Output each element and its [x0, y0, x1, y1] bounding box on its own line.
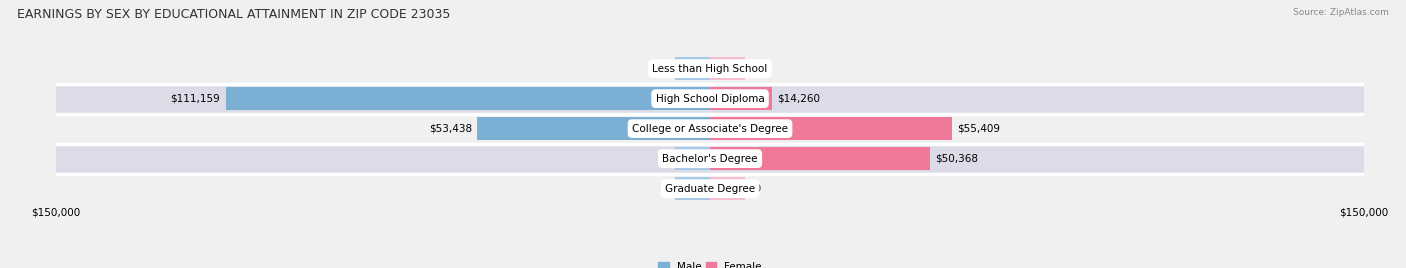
Text: $0: $0 — [659, 64, 672, 74]
Text: $0: $0 — [748, 64, 761, 74]
Text: Less than High School: Less than High School — [652, 64, 768, 74]
Bar — [675, 147, 710, 170]
Bar — [675, 57, 710, 80]
Text: $53,438: $53,438 — [429, 124, 472, 134]
Bar — [56, 84, 1364, 114]
Text: EARNINGS BY SEX BY EDUCATIONAL ATTAINMENT IN ZIP CODE 23035: EARNINGS BY SEX BY EDUCATIONAL ATTAINMEN… — [17, 8, 450, 21]
Text: $55,409: $55,409 — [956, 124, 1000, 134]
Text: High School Diploma: High School Diploma — [655, 94, 765, 104]
Text: $50,368: $50,368 — [935, 154, 977, 164]
Bar — [56, 114, 1364, 144]
Text: $111,159: $111,159 — [170, 94, 221, 104]
Text: Bachelor's Degree: Bachelor's Degree — [662, 154, 758, 164]
Bar — [56, 54, 1364, 84]
Text: $0: $0 — [748, 184, 761, 194]
Bar — [56, 174, 1364, 204]
Bar — [710, 87, 772, 110]
Bar — [477, 117, 710, 140]
Bar — [710, 117, 952, 140]
Legend: Male, Female: Male, Female — [654, 258, 766, 268]
Text: Graduate Degree: Graduate Degree — [665, 184, 755, 194]
Text: $0: $0 — [659, 154, 672, 164]
Bar — [225, 87, 710, 110]
Text: College or Associate's Degree: College or Associate's Degree — [633, 124, 787, 134]
Text: Source: ZipAtlas.com: Source: ZipAtlas.com — [1294, 8, 1389, 17]
Bar — [710, 177, 745, 200]
Bar — [710, 147, 929, 170]
Bar — [56, 144, 1364, 174]
Bar — [675, 177, 710, 200]
Text: $14,260: $14,260 — [778, 94, 821, 104]
Bar — [710, 57, 745, 80]
Text: $0: $0 — [659, 184, 672, 194]
